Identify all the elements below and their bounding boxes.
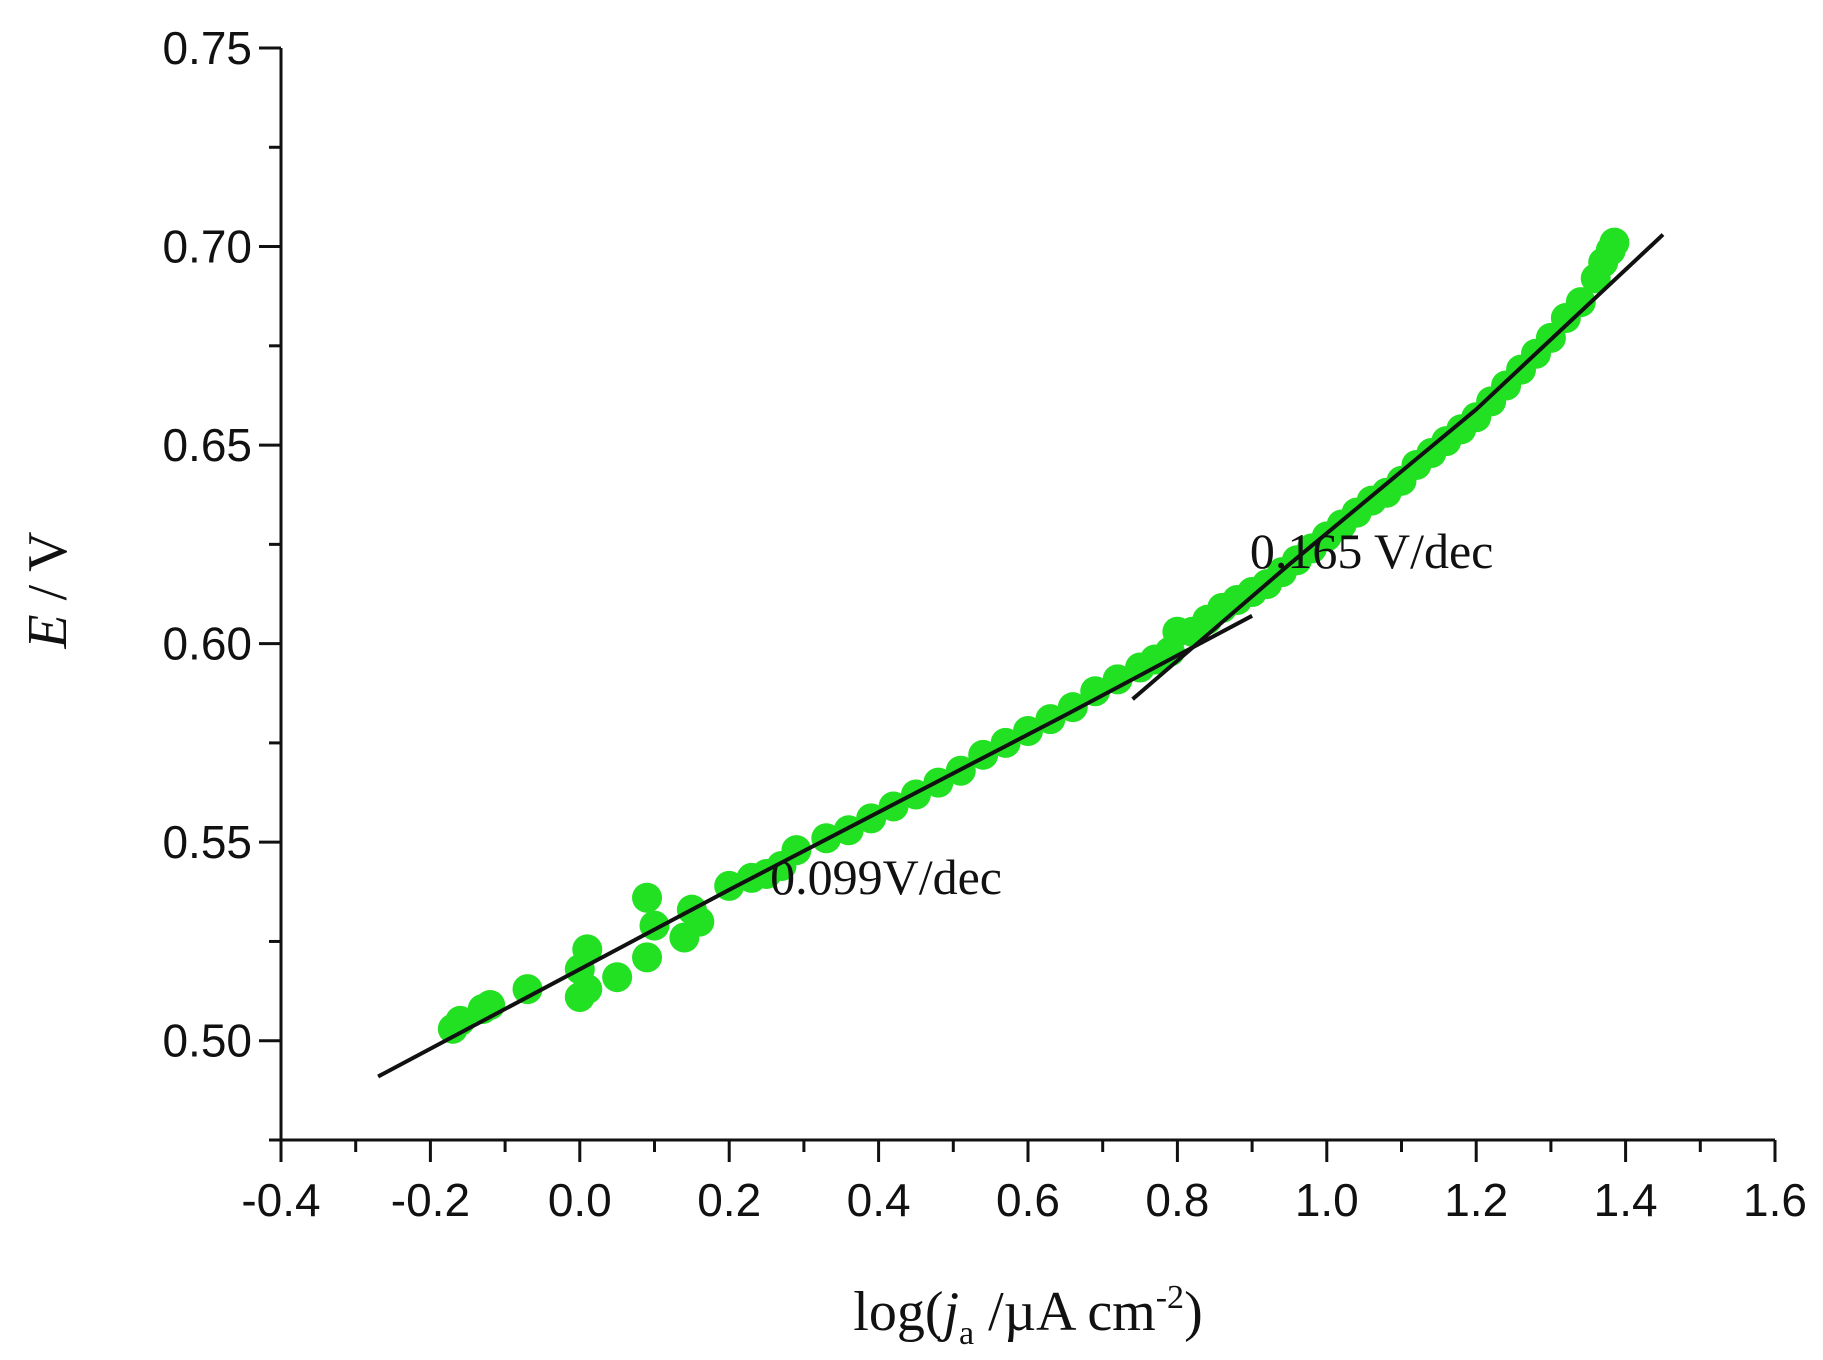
x-axis-title-variable: j <box>937 1281 959 1343</box>
data-point <box>1080 676 1111 707</box>
y-tick-label: 0.60 <box>162 618 252 670</box>
x-tick-label: 0.8 <box>1145 1174 1209 1226</box>
slope-annotation: 0.099V/dec <box>770 849 1002 905</box>
x-tick-label: 1.2 <box>1444 1174 1508 1226</box>
x-tick-label: -0.4 <box>241 1174 320 1226</box>
data-point <box>1599 227 1630 258</box>
x-tick-label: 1.0 <box>1295 1174 1359 1226</box>
data-point <box>572 934 603 965</box>
data-point <box>684 906 715 937</box>
x-axis-title-unit: /µA cm <box>974 1281 1156 1343</box>
x-ticks: -0.4 -0.2 0.0 0.2 0.4 0.6 0.8 1.0 1.2 1.4 1.6 <box>241 1140 1807 1226</box>
y-tick-label: 0.70 <box>162 221 252 273</box>
x-axis-title-suffix: ) <box>1184 1281 1203 1343</box>
x-tick-label: 1.6 <box>1743 1174 1807 1226</box>
fit-line <box>377 614 1254 1079</box>
x-tick-label: 0.2 <box>697 1174 761 1226</box>
x-tick-label: 0.6 <box>996 1174 1060 1226</box>
annotations: 0.099V/dec 0.165 V/dec <box>770 523 1493 905</box>
x-axis-title: log(ja /µA cm-2) <box>853 1279 1202 1352</box>
fit-line <box>1131 233 1665 701</box>
plot-series <box>377 227 1665 1079</box>
x-axis-title-superscript: -2 <box>1156 1279 1184 1316</box>
x-tick-label: -0.2 <box>391 1174 470 1226</box>
x-tick-label: 0.4 <box>847 1174 911 1226</box>
x-tick-label: 1.4 <box>1594 1174 1658 1226</box>
y-tick-label: 0.75 <box>162 22 252 74</box>
y-axis-title: E / V <box>17 531 79 649</box>
data-point <box>632 882 663 913</box>
data-point <box>602 962 633 993</box>
slope-annotation: 0.165 V/dec <box>1250 523 1493 579</box>
data-point <box>512 974 543 1005</box>
x-axis-title-subscript: a <box>959 1315 974 1352</box>
data-point <box>1565 287 1596 318</box>
data-point <box>632 942 663 973</box>
y-axis-title-variable: E <box>17 614 79 649</box>
y-axis-title-unit: / V <box>17 531 79 614</box>
x-tick-label: 0.0 <box>548 1174 612 1226</box>
data-point <box>1102 664 1133 695</box>
x-axis-title-prefix: log( <box>853 1281 943 1343</box>
y-tick-label: 0.65 <box>162 419 252 471</box>
y-tick-label: 0.55 <box>162 816 252 868</box>
y-ticks: 0.50 0.55 0.60 0.65 0.70 0.75 <box>162 22 281 1142</box>
y-tick-label: 0.50 <box>162 1015 252 1067</box>
